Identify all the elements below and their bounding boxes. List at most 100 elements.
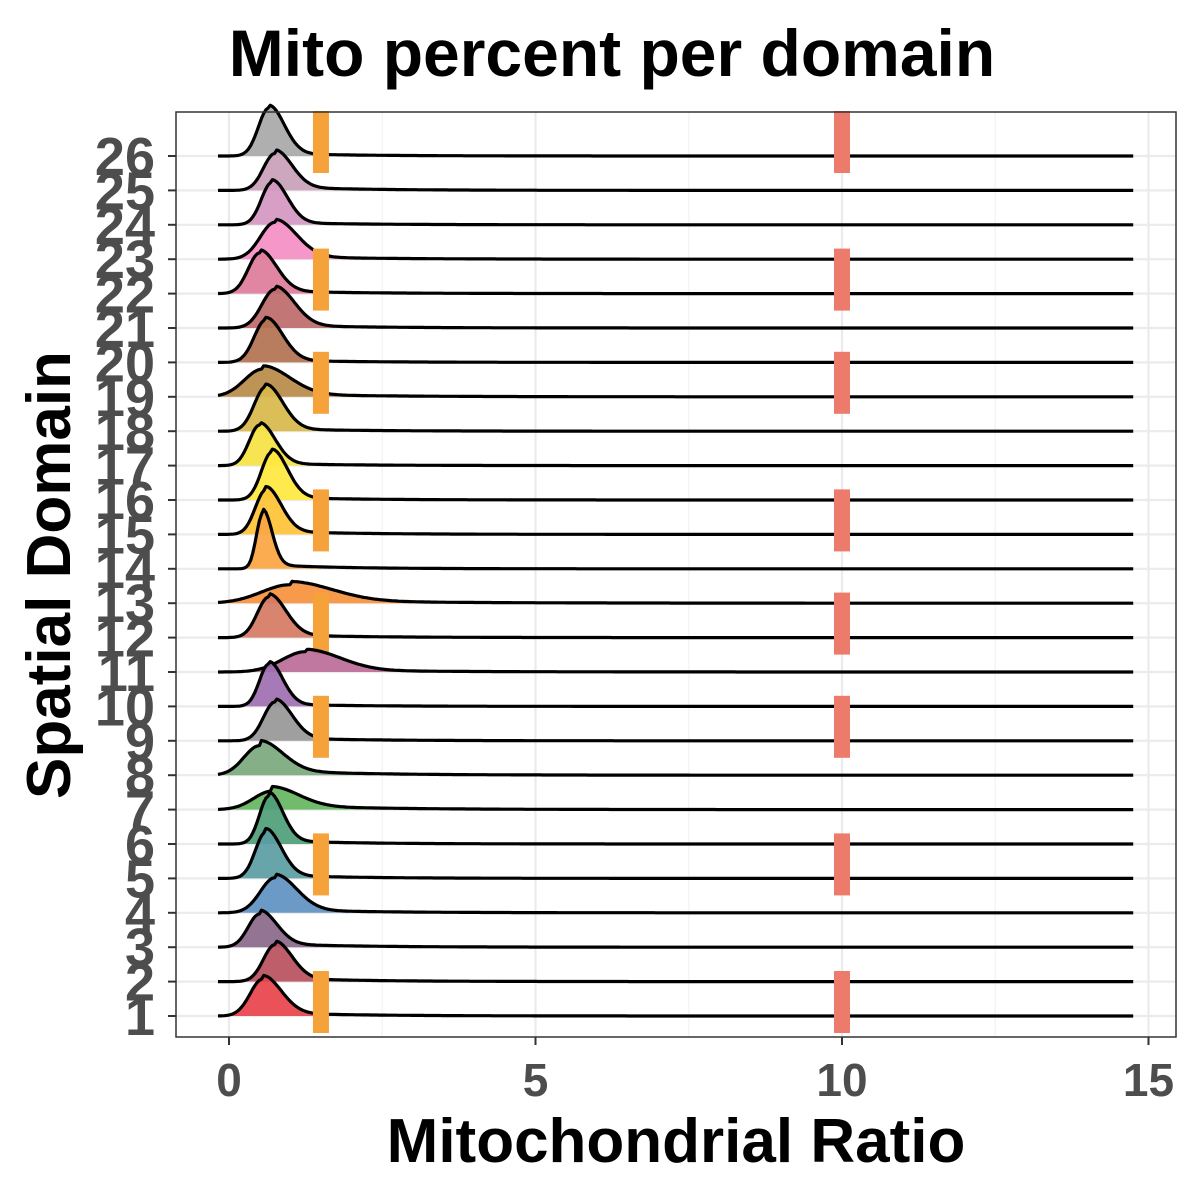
y-tick-label: 25 xyxy=(95,161,155,221)
y-tick-label: 1 xyxy=(125,987,155,1047)
ridge-outline xyxy=(217,908,1134,949)
x-tick-label: 0 xyxy=(216,1054,242,1106)
ridge-domain-18 xyxy=(217,382,1134,433)
y-tick-label: 4 xyxy=(125,884,155,944)
x-axis-title: Mitochondrial Ratio xyxy=(387,1107,966,1176)
y-tick-label: 11 xyxy=(98,643,155,703)
ridge-fill xyxy=(217,365,384,397)
threshold-mark xyxy=(834,971,850,1033)
ridge-fill xyxy=(217,486,351,535)
ridge-domain-20 xyxy=(217,315,1134,364)
x-axis: 0 5 10 15 xyxy=(216,1037,1174,1106)
ridge-outline xyxy=(218,148,1134,192)
y-tick-label: 10 xyxy=(95,677,155,737)
ridge-outline xyxy=(218,939,1134,984)
y-tick-label: 16 xyxy=(95,471,155,531)
threshold-mark xyxy=(834,351,850,414)
ridge-outline xyxy=(218,248,1134,296)
ridge-domain-16 xyxy=(217,447,1134,502)
ridge-fill xyxy=(217,740,369,776)
threshold-mark xyxy=(834,248,850,311)
ridge-domain-6 xyxy=(217,790,1134,846)
ridge-fill xyxy=(217,105,354,156)
threshold-mark xyxy=(834,695,850,758)
y-tick-label: 7 xyxy=(125,781,155,841)
plot-panel xyxy=(175,103,1177,1038)
y-tick-label: 6 xyxy=(125,815,155,875)
x-tick-label: 15 xyxy=(1123,1054,1174,1106)
ridge-series xyxy=(217,103,1134,1033)
y-tick-label: 26 xyxy=(95,127,155,187)
y-axis-title: Spatial Domain xyxy=(15,351,84,799)
threshold-mark xyxy=(312,111,329,173)
y-tick-label: 18 xyxy=(95,402,155,462)
ridge-outline xyxy=(218,872,1134,915)
ridge-domain-2 xyxy=(217,939,1134,984)
y-tick-label: 19 xyxy=(95,368,155,428)
y-tick-label: 9 xyxy=(125,712,155,772)
ridge-fill xyxy=(217,422,345,466)
y-tick-label: 8 xyxy=(125,746,155,806)
threshold-mark xyxy=(312,489,329,552)
ridge-fill xyxy=(217,250,349,294)
ridge-outline xyxy=(218,826,1134,880)
ridge-fill xyxy=(217,286,373,328)
ridge-outline xyxy=(217,738,1134,777)
panel-border xyxy=(175,111,1177,1038)
ridge-domain-10 xyxy=(217,660,1134,708)
y-tick-label: 12 xyxy=(95,609,155,669)
panel-background xyxy=(176,112,1176,1037)
y-tick-label: 5 xyxy=(125,849,155,909)
ridge-domain-23 xyxy=(217,217,1134,261)
ridge-fill xyxy=(217,661,349,707)
ridge-outline xyxy=(218,484,1134,536)
y-tick-label: 24 xyxy=(95,196,155,256)
ridge-outline xyxy=(217,364,1134,399)
ridge-domain-3 xyxy=(217,908,1134,949)
threshold-mark xyxy=(312,833,329,896)
ridge-domain-14 xyxy=(217,507,1134,571)
ridge-fill xyxy=(217,699,364,741)
chart-title: Mito percent per domain xyxy=(229,16,995,90)
ridge-domain-1 xyxy=(217,971,1134,1033)
ridge-outline xyxy=(218,697,1134,743)
y-tick-label: 14 xyxy=(95,540,155,600)
ridge-fill xyxy=(217,792,349,844)
ridge-outline xyxy=(218,592,1134,640)
ridge-domain-5 xyxy=(217,826,1134,896)
y-tick-label: 20 xyxy=(95,333,155,393)
ridge-outline xyxy=(218,103,1134,158)
threshold-mark xyxy=(312,971,329,1033)
ridge-outline xyxy=(218,315,1134,364)
y-tick-label: 2 xyxy=(125,953,155,1013)
ridge-outline xyxy=(218,507,1134,571)
ridge-outline xyxy=(218,647,1134,674)
ridge-domain-19 xyxy=(217,351,1134,414)
ridge-domain-21 xyxy=(217,284,1134,330)
ridge-domain-17 xyxy=(217,421,1134,468)
threshold-mark xyxy=(312,248,329,311)
y-tick-label: 22 xyxy=(95,265,155,325)
threshold-mark xyxy=(312,592,329,655)
ridge-outline xyxy=(218,447,1134,502)
ridge-fill xyxy=(217,941,364,982)
ridge-outline xyxy=(218,284,1134,330)
threshold-mark xyxy=(834,592,850,655)
ridge-outline xyxy=(218,973,1134,1018)
ridge-domain-24 xyxy=(217,178,1134,227)
ridge-domain-22 xyxy=(217,248,1134,311)
y-tick-label: 23 xyxy=(95,230,155,290)
ridge-outline xyxy=(218,421,1134,468)
x-tick-label: 5 xyxy=(523,1054,549,1106)
threshold-mark xyxy=(834,489,850,552)
ridge-outline xyxy=(217,784,1134,812)
ridge-fill xyxy=(217,910,349,948)
ridge-outline xyxy=(217,579,1134,605)
y-tick-label: 13 xyxy=(95,574,155,634)
ridge-fill xyxy=(217,975,358,1016)
ridge-fill xyxy=(217,874,380,913)
ridge-outline xyxy=(218,217,1134,261)
ridge-domain-8 xyxy=(217,738,1134,777)
threshold-mark xyxy=(312,695,329,758)
y-tick-label: 3 xyxy=(125,918,155,978)
